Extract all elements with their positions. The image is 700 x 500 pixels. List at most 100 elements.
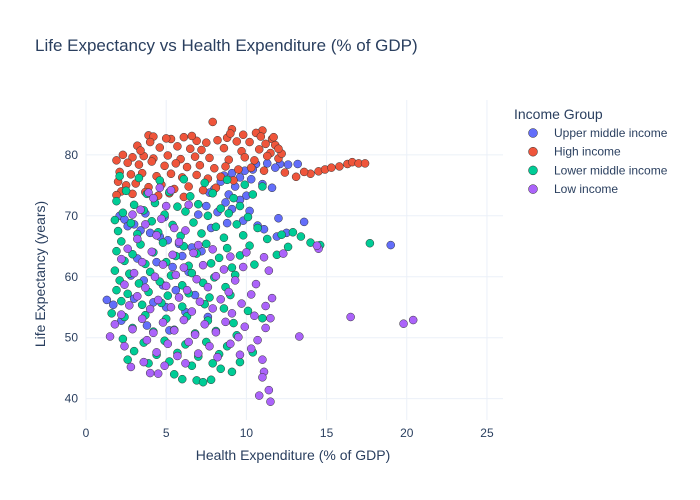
- data-point[interactable]: [129, 268, 139, 278]
- data-point[interactable]: [102, 295, 112, 305]
- data-point[interactable]: [258, 182, 267, 191]
- data-point[interactable]: [243, 212, 253, 222]
- data-point[interactable]: [141, 220, 150, 229]
- data-point[interactable]: [264, 266, 274, 275]
- data-point[interactable]: [123, 158, 132, 168]
- data-point[interactable]: [216, 364, 225, 374]
- legend-label[interactable]: Lower middle income: [554, 163, 668, 177]
- data-point[interactable]: [137, 257, 147, 267]
- data-point[interactable]: [242, 248, 251, 257]
- data-point[interactable]: [177, 302, 187, 311]
- data-point[interactable]: [214, 253, 224, 263]
- data-point[interactable]: [254, 391, 264, 400]
- data-point[interactable]: [166, 169, 176, 179]
- data-point[interactable]: [192, 274, 201, 284]
- data-point[interactable]: [274, 213, 283, 223]
- data-point[interactable]: [169, 370, 179, 379]
- data-point[interactable]: [283, 242, 293, 252]
- data-point[interactable]: [246, 344, 256, 353]
- data-point[interactable]: [232, 220, 242, 229]
- data-point[interactable]: [194, 210, 203, 219]
- data-point[interactable]: [142, 321, 152, 330]
- data-point[interactable]: [296, 232, 306, 241]
- data-point[interactable]: [219, 143, 229, 153]
- data-point[interactable]: [238, 262, 248, 272]
- legend-label[interactable]: High income: [554, 145, 621, 159]
- data-point[interactable]: [271, 163, 280, 172]
- data-point[interactable]: [216, 295, 225, 304]
- data-point[interactable]: [229, 318, 238, 328]
- data-point[interactable]: [153, 369, 163, 378]
- data-point[interactable]: [246, 163, 256, 172]
- legend-marker[interactable]: [528, 128, 538, 138]
- data-point[interactable]: [240, 180, 250, 189]
- data-point[interactable]: [211, 222, 221, 232]
- data-point[interactable]: [110, 266, 120, 275]
- data-point[interactable]: [173, 202, 182, 211]
- data-point[interactable]: [179, 315, 189, 325]
- data-point[interactable]: [269, 132, 278, 142]
- data-point[interactable]: [128, 153, 137, 162]
- data-point[interactable]: [234, 165, 243, 174]
- data-point[interactable]: [157, 214, 166, 224]
- data-point[interactable]: [229, 193, 238, 203]
- data-point[interactable]: [181, 359, 190, 368]
- data-point[interactable]: [129, 346, 139, 356]
- data-point[interactable]: [107, 309, 116, 318]
- data-point[interactable]: [171, 285, 181, 295]
- data-point[interactable]: [208, 117, 217, 127]
- data-point[interactable]: [386, 240, 395, 250]
- data-point[interactable]: [245, 137, 254, 147]
- data-point[interactable]: [105, 332, 115, 341]
- data-point[interactable]: [169, 223, 179, 233]
- data-point[interactable]: [110, 320, 120, 329]
- legend-marker[interactable]: [528, 184, 538, 194]
- data-point[interactable]: [259, 253, 269, 262]
- data-point[interactable]: [205, 341, 214, 351]
- data-point[interactable]: [291, 172, 301, 182]
- data-point[interactable]: [235, 350, 245, 360]
- data-point[interactable]: [235, 357, 245, 367]
- data-point[interactable]: [133, 292, 142, 301]
- data-point[interactable]: [129, 200, 139, 210]
- data-point[interactable]: [147, 157, 157, 166]
- data-point[interactable]: [240, 322, 250, 331]
- data-point[interactable]: [399, 319, 408, 328]
- data-point[interactable]: [171, 270, 181, 280]
- data-point[interactable]: [194, 199, 203, 209]
- data-point[interactable]: [184, 337, 193, 347]
- data-point[interactable]: [134, 279, 144, 288]
- data-point[interactable]: [206, 375, 216, 385]
- data-point[interactable]: [267, 293, 277, 303]
- data-point[interactable]: [206, 259, 216, 268]
- data-point[interactable]: [226, 252, 235, 261]
- data-point[interactable]: [133, 234, 142, 244]
- data-point[interactable]: [184, 182, 193, 191]
- data-point[interactable]: [227, 367, 237, 377]
- data-point[interactable]: [187, 268, 197, 278]
- data-point[interactable]: [238, 130, 248, 139]
- data-point[interactable]: [155, 143, 165, 152]
- data-point[interactable]: [118, 334, 128, 344]
- data-point[interactable]: [168, 262, 177, 272]
- data-point[interactable]: [221, 317, 230, 327]
- data-point[interactable]: [158, 318, 168, 327]
- data-point[interactable]: [248, 190, 258, 199]
- data-point[interactable]: [160, 161, 169, 171]
- data-point[interactable]: [237, 299, 246, 308]
- data-point[interactable]: [299, 167, 309, 177]
- data-point[interactable]: [360, 159, 370, 168]
- data-point[interactable]: [149, 328, 158, 338]
- data-point[interactable]: [136, 205, 145, 214]
- data-point[interactable]: [198, 260, 208, 270]
- data-point[interactable]: [221, 162, 230, 171]
- data-point[interactable]: [110, 215, 120, 225]
- data-point[interactable]: [222, 243, 232, 253]
- data-point[interactable]: [200, 320, 209, 329]
- data-point[interactable]: [408, 315, 418, 325]
- data-point[interactable]: [128, 249, 137, 259]
- data-point[interactable]: [144, 188, 153, 197]
- legend-marker[interactable]: [528, 146, 538, 157]
- data-point[interactable]: [335, 162, 344, 171]
- data-point[interactable]: [259, 166, 269, 175]
